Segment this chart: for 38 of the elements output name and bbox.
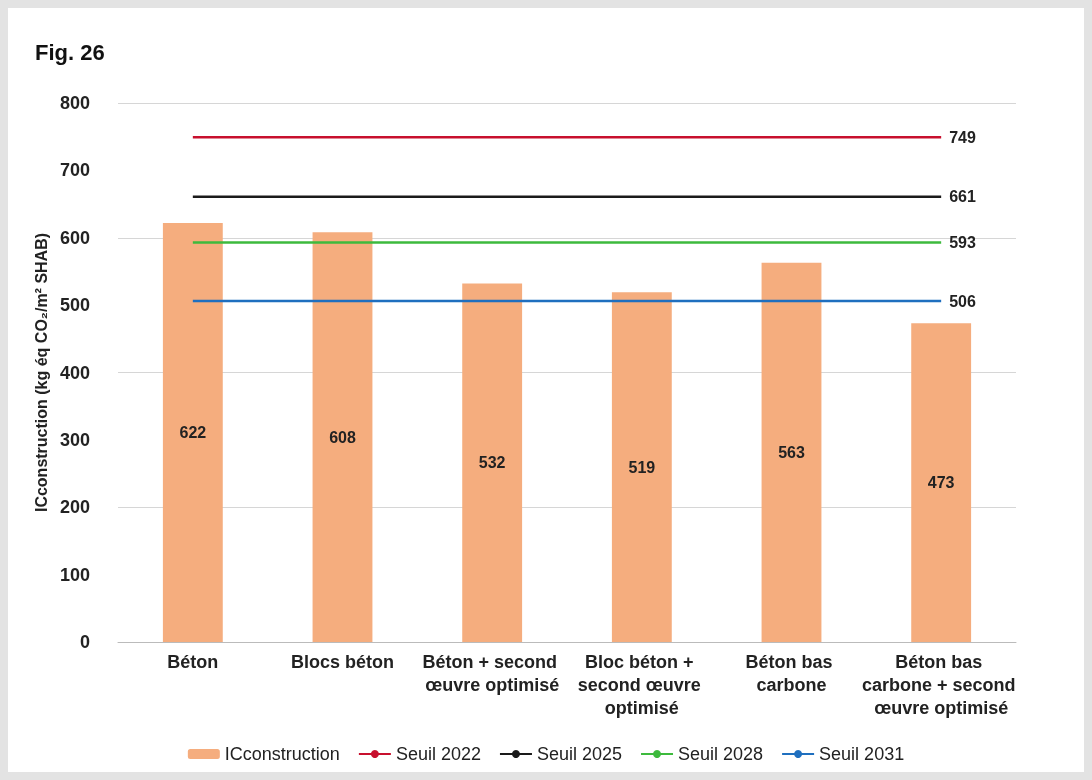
- data-label: 473: [927, 474, 955, 492]
- y-tick-label: 200: [59, 497, 90, 518]
- data-label: 593: [949, 233, 976, 251]
- bar: [462, 283, 523, 642]
- x-tick-label: Béton bas carbone + second œuvre optimisé: [861, 651, 1021, 718]
- data-label: 532: [478, 454, 506, 472]
- data-label: 622: [179, 423, 207, 441]
- data-label: 519: [628, 458, 656, 476]
- y-tick-label: 800: [59, 93, 90, 113]
- data-label: 749: [949, 128, 976, 146]
- legend-label: ICconstruction: [224, 744, 340, 764]
- x-tick-label: Bloc béton + second œuvre optimisé: [577, 651, 706, 718]
- data-label: 608: [329, 428, 356, 446]
- chart-title: Fig. 26: [35, 39, 105, 65]
- bar: [911, 323, 972, 642]
- data-label: 563: [778, 443, 805, 461]
- bar: [162, 222, 223, 642]
- bar: [761, 262, 822, 642]
- y-tick-label: 100: [59, 564, 90, 585]
- y-tick-label: 300: [59, 429, 90, 450]
- bar: [611, 292, 672, 642]
- data-label: 661: [949, 188, 976, 206]
- data-label: 506: [949, 292, 976, 310]
- x-tick-label: Blocs béton: [290, 651, 395, 672]
- y-tick-label: 700: [59, 160, 90, 181]
- legend-label: Seuil 2031: [819, 744, 905, 764]
- x-tick-label: Béton bas carbone: [745, 651, 838, 695]
- x-tick-label: Béton: [167, 651, 219, 672]
- y-axis-title: ICconstruction (kg éq CO₂/m² SHAB): [32, 232, 50, 513]
- y-tick-label: 400: [59, 362, 90, 383]
- legend-label: Seuil 2028: [678, 744, 764, 764]
- y-tick-label: 600: [59, 227, 90, 248]
- x-tick-label: Béton + second œuvre optimisé: [422, 651, 562, 695]
- bar: [312, 232, 373, 642]
- legend-label: Seuil 2025: [536, 744, 623, 764]
- y-tick-label: 0: [79, 632, 90, 652]
- legend-label: Seuil 2022: [395, 744, 481, 764]
- y-tick-label: 500: [59, 295, 90, 316]
